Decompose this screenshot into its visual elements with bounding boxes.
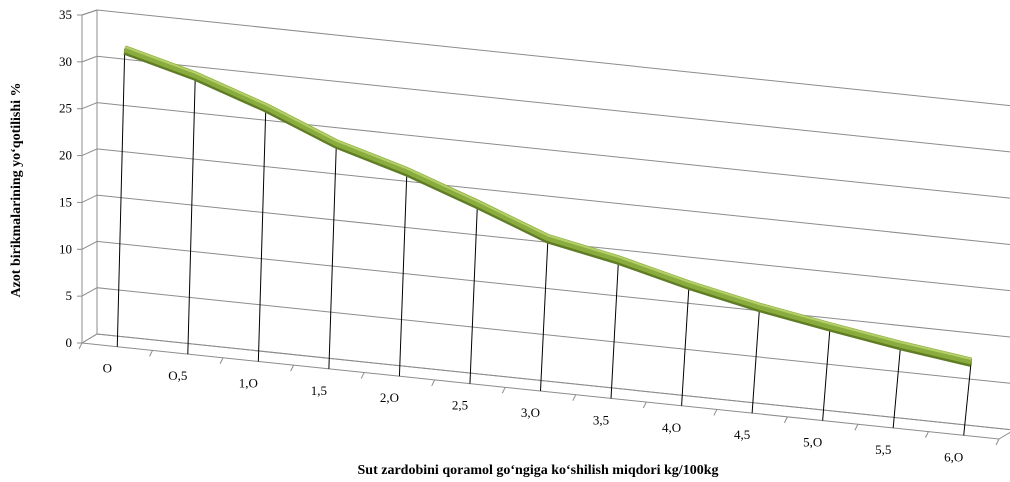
x-tick-label: 4,O: [662, 420, 681, 435]
x-tick-mark: [78, 342, 83, 350]
x-tick-mark: [431, 379, 436, 387]
x-tick-label: 5,O: [803, 435, 822, 450]
x-tick-label: 1,5: [311, 383, 327, 398]
y-tick-label: 10: [59, 241, 72, 256]
drop-line: [751, 306, 761, 414]
gridline: [81, 55, 1010, 153]
y-tick-label: 5: [66, 288, 73, 303]
x-tick-mark: [572, 394, 577, 401]
drop-line: [469, 203, 478, 384]
data-point: [335, 142, 337, 144]
series-line-highlight: [124, 45, 972, 360]
gridline: [81, 194, 1010, 292]
x-tick-mark: [854, 424, 859, 431]
x-tick-mark: [219, 357, 224, 364]
gridline: [81, 9, 1010, 107]
drop-line: [116, 48, 126, 347]
x-tick-label: 5,5: [875, 442, 891, 457]
x-tick-label: O: [103, 361, 112, 376]
y-tick-label: 0: [66, 335, 73, 350]
y-tick-label: 35: [59, 7, 72, 22]
gridline: [81, 240, 1010, 338]
data-point: [406, 170, 408, 171]
drop-line: [257, 106, 267, 362]
x-axis-title: Sut zardobini qoramol go‘ngiga ko‘shilis…: [358, 463, 719, 478]
data-point: [759, 305, 761, 307]
y-tick-label: 25: [59, 101, 72, 116]
data-point: [829, 325, 831, 327]
drop-line: [822, 325, 831, 421]
x-tick-mark: [783, 416, 788, 424]
data-point: [970, 360, 972, 362]
y-tick-label: 30: [59, 54, 72, 69]
drop-lines: [116, 48, 972, 436]
series-line-path: [123, 45, 973, 365]
x-tick-mark: [501, 387, 506, 394]
x-tick-label: 6,O: [944, 449, 963, 464]
drop-line: [540, 237, 549, 392]
gridlines: [81, 9, 1010, 431]
x-tick-label: 2,5: [452, 398, 468, 413]
gridline: [81, 333, 1010, 431]
gridline: [81, 287, 1010, 384]
chart-walls: [80, 9, 1010, 440]
x-tick-label: 3,O: [521, 405, 540, 420]
x-tick-label: 1,O: [239, 375, 258, 390]
x-tick-mark: [925, 431, 929, 438]
data-point: [265, 105, 267, 107]
drop-line: [610, 258, 620, 399]
x-tick-label: 3,5: [593, 412, 609, 427]
data-point: [547, 237, 549, 238]
y-axis-ticks: 0 5 10 15 20 25 30 35: [59, 7, 82, 350]
x-tick-mark: [149, 350, 153, 357]
y-tick-label: 20: [59, 148, 72, 163]
y-tick-label: 15: [59, 194, 72, 209]
x-axis-ticks: O O,5 1,O 1,5 2,O 2,5 3,O 3,5 4,O 4,5 5,O 5,5 6,O: [78, 342, 1000, 464]
drop-line: [398, 170, 408, 377]
data-point: [900, 343, 902, 345]
drop-line: [328, 142, 337, 369]
x-tick-mark: [995, 438, 1000, 446]
data-point: [124, 48, 126, 50]
series-line: [123, 45, 973, 367]
y-axis-title: Azot birikmalarining yo‘qotilishi %: [9, 82, 24, 297]
data-point: [688, 283, 690, 285]
x-tick-mark: [290, 364, 295, 372]
floor: [80, 333, 1010, 440]
x-tick-mark: [360, 372, 365, 379]
x-tick-label: O,5: [168, 368, 187, 383]
gridline: [81, 102, 1010, 199]
drop-line: [892, 344, 902, 428]
drop-line: [963, 360, 972, 436]
x-tick-mark: [642, 401, 647, 409]
x-tick-label: 2,O: [380, 390, 399, 405]
drop-line: [187, 74, 196, 355]
drop-line: [681, 283, 690, 406]
data-point: [194, 74, 196, 76]
x-tick-label: 4,5: [734, 427, 750, 442]
data-point: [618, 258, 619, 260]
gridline: [81, 148, 1010, 245]
x-tick-mark: [713, 409, 718, 416]
data-point: [477, 202, 478, 204]
